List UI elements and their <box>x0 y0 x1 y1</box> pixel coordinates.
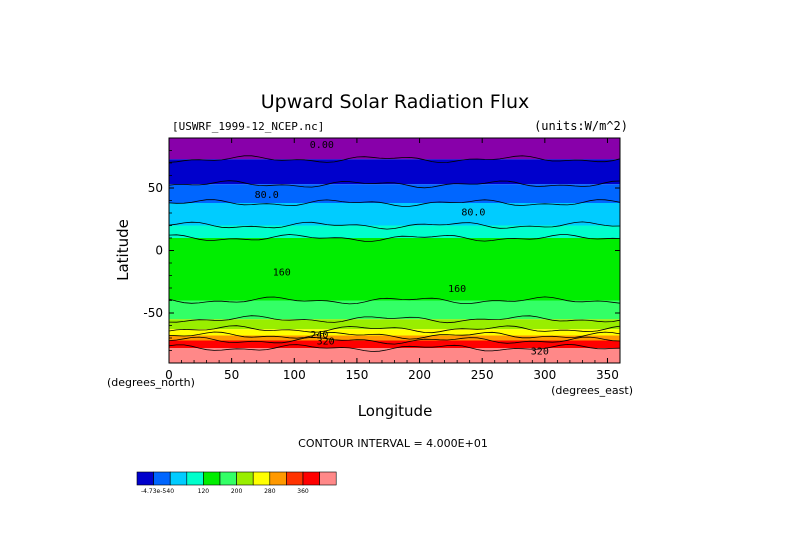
colorbar-label-5: 360 <box>297 488 309 495</box>
x-tick-label-150: 150 <box>345 368 368 382</box>
contour-line-11 <box>169 343 620 352</box>
y-tick-label-50: 50 <box>148 181 163 195</box>
contour-label-4: 160 <box>448 284 466 295</box>
colorbar-swatch-8 <box>269 471 287 486</box>
chart-subtitle-left: [USWRF_1999-12_NCEP.nc] <box>172 120 324 133</box>
x-axis-label: Longitude <box>358 402 433 420</box>
x-tick-label-200: 200 <box>408 368 431 382</box>
colorbar-label-1: 40 <box>166 488 174 495</box>
colorbar-swatch-6 <box>236 471 254 486</box>
chart-subtitle-right: (units:W/m^2) <box>534 119 628 133</box>
x-tick-label-300: 300 <box>533 368 556 382</box>
contour-label-3: 160 <box>273 268 291 279</box>
x-tick-label-250: 250 <box>471 368 494 382</box>
contour-line-3 <box>169 199 620 207</box>
colorbar-label-3: 200 <box>231 488 243 495</box>
x-tick-label-100: 100 <box>283 368 306 382</box>
colorbar-label-0: -4.73e-5 <box>141 488 166 495</box>
x-tick-label-0: 0 <box>165 368 173 382</box>
x-tick-label-50: 50 <box>224 368 239 382</box>
colorbar: -4.73e-5 40 120 200 280 360 <box>136 471 337 495</box>
colorbar-swatch-2 <box>169 471 188 486</box>
contour-label-6: 320 <box>317 336 335 347</box>
x-axis: 0 50 100 150 200 250 300 350 <box>165 138 619 382</box>
colorbar-swatch-5 <box>219 471 237 486</box>
colorbar-label-4: 280 <box>264 488 276 495</box>
zonal-band-2 <box>169 184 620 203</box>
contour-label-7: 320 <box>531 346 549 357</box>
colorbar-swatch-1 <box>153 471 171 486</box>
y-tick-label--50: -50 <box>143 306 163 320</box>
contour-line-4 <box>169 221 620 230</box>
contour-label-5: 240 <box>310 330 328 341</box>
zonal-band-0 <box>169 138 620 160</box>
y-unit-label: (degrees_north) <box>107 376 195 389</box>
contour-interval-text: CONTOUR INTERVAL = 4.000E+01 <box>298 437 488 450</box>
contour-label-2: 80.0 <box>461 208 485 219</box>
zonal-band-5 <box>169 238 620 301</box>
zonal-band-8 <box>169 329 620 336</box>
contour-line-1 <box>169 155 620 164</box>
colorbar-swatch-10 <box>302 471 320 486</box>
colorbar-swatch-3 <box>186 471 204 486</box>
zonal-band-7 <box>169 319 620 330</box>
colorbar-label-2: 120 <box>198 488 210 495</box>
y-tick-label-0: 0 <box>155 244 163 258</box>
zonal-band-4 <box>169 225 620 238</box>
plot-area <box>169 138 620 363</box>
contour-line-8 <box>169 325 620 334</box>
colorbar-swatch-7 <box>252 471 271 486</box>
y-axis-label: Latitude <box>114 219 132 281</box>
contour-line-7 <box>169 315 620 324</box>
zonal-band-1 <box>169 159 620 185</box>
contour-line-6 <box>169 296 620 305</box>
contour-label-1: 80.0 <box>255 190 279 201</box>
contour-line-9 <box>169 331 620 340</box>
y-axis: -50 0 50 <box>143 150 620 351</box>
x-unit-label: (degrees_east) <box>551 384 633 397</box>
zonal-band-11 <box>169 348 620 363</box>
zonal-band-3 <box>169 203 620 226</box>
zonal-band-6 <box>169 300 620 320</box>
x-tick-label-350: 350 <box>596 368 619 382</box>
colorbar-swatch-0 <box>136 471 154 486</box>
contour-line-5 <box>169 234 620 242</box>
contour-line-2 <box>169 180 620 189</box>
zonal-band-9 <box>169 335 620 341</box>
colorbar-swatch-9 <box>286 471 304 486</box>
colorbar-swatch-11 <box>319 471 337 486</box>
contour-line-10 <box>169 336 620 345</box>
contour-label-0: 0.00 <box>310 140 334 151</box>
chart-title: Upward Solar Radiation Flux <box>261 91 530 113</box>
colorbar-swatch-4 <box>203 471 221 486</box>
